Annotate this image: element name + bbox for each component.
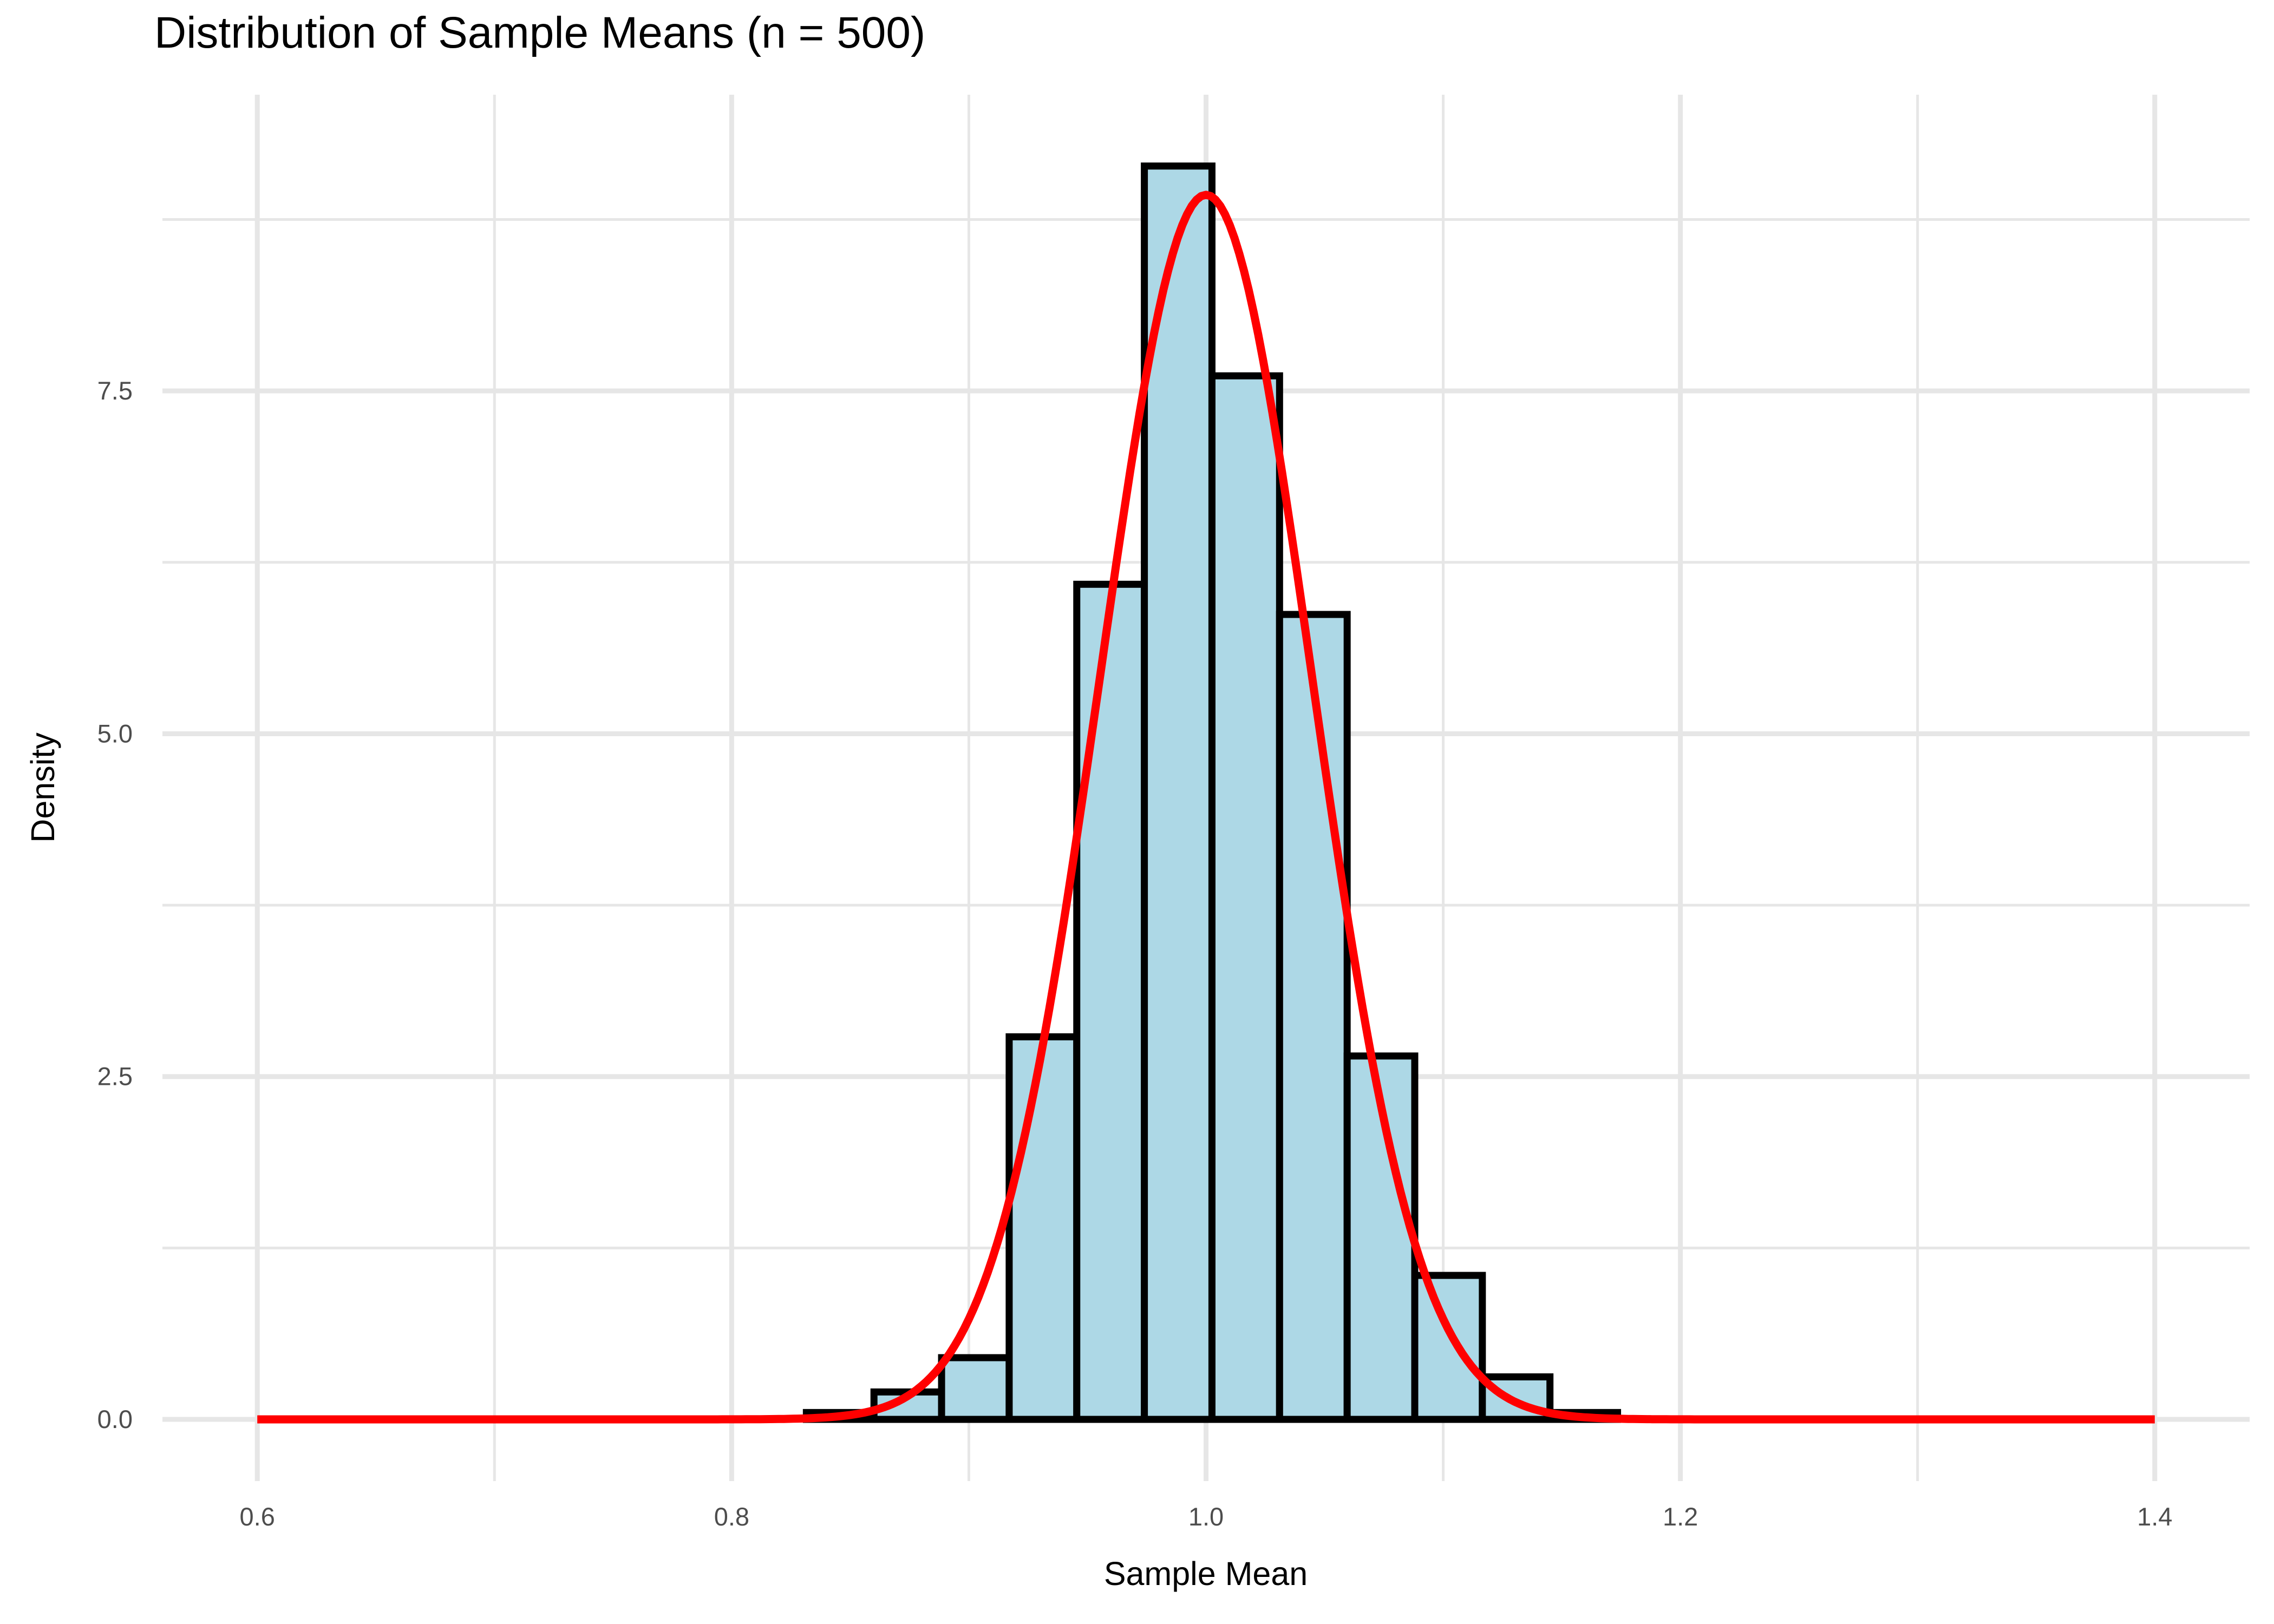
histogram-bar [1005, 1033, 1081, 1423]
y-axis-tick-labels: 0.0 2.5 5.0 7.5 [97, 376, 133, 1433]
y-tick-label: 7.5 [97, 376, 133, 405]
normal-density-curve [257, 191, 2155, 1424]
x-tick-label: 1.4 [2137, 1502, 2172, 1531]
x-tick-label: 1.2 [1663, 1502, 1698, 1531]
x-tick-label: 0.8 [714, 1502, 749, 1531]
y-axis-title: Density [24, 732, 61, 843]
x-axis-title: Sample Mean [1104, 1555, 1308, 1592]
histogram-bar [1141, 162, 1216, 1423]
histogram-bar [1411, 1272, 1486, 1423]
y-tick-label: 2.5 [97, 1062, 133, 1091]
x-tick-label: 0.6 [240, 1502, 275, 1531]
chart-title: Distribution of Sample Means (n = 500) [154, 8, 925, 57]
histogram-bar [1276, 611, 1351, 1423]
y-tick-label: 5.0 [97, 719, 133, 748]
histogram-bar [1073, 580, 1148, 1423]
y-tick-label: 0.0 [97, 1405, 133, 1433]
histogram-bar [1208, 372, 1283, 1423]
histogram-bar [938, 1354, 1013, 1423]
x-axis-tick-labels: 0.6 0.8 1.0 1.2 1.4 [240, 1502, 2173, 1531]
histogram-bars [802, 162, 1622, 1423]
x-tick-label: 1.0 [1188, 1502, 1224, 1531]
